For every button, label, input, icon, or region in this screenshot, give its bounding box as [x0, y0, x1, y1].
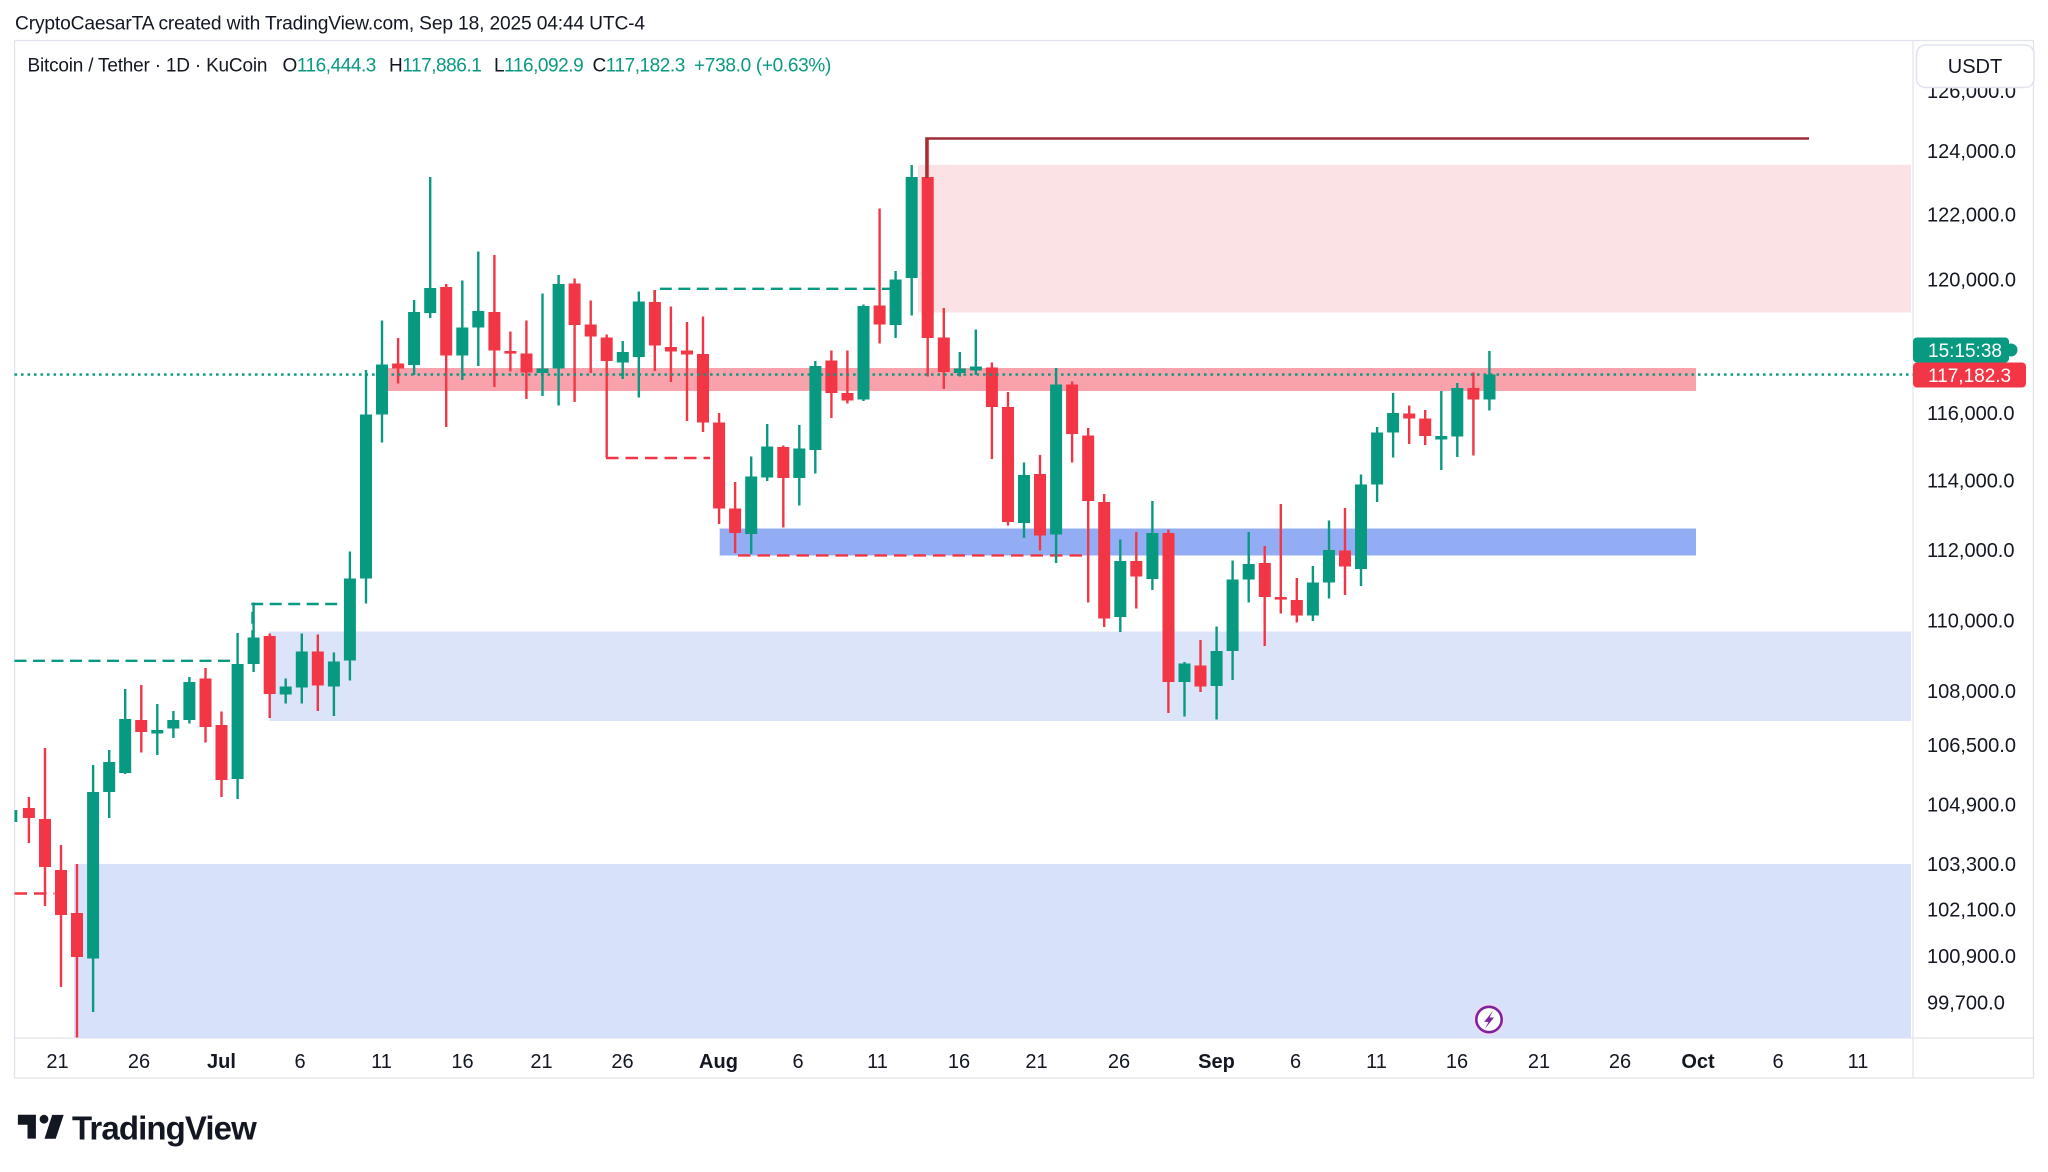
svg-text:102,100.0: 102,100.0: [1927, 900, 2016, 922]
svg-text:122,000.0: 122,000.0: [1927, 205, 2016, 227]
svg-text:L116,092.9: L116,092.9: [494, 56, 583, 77]
svg-text:100,900.0: 100,900.0: [1927, 946, 2016, 968]
svg-text:21: 21: [1528, 1051, 1550, 1073]
svg-text:11: 11: [371, 1051, 392, 1073]
svg-text:16: 16: [948, 1051, 970, 1073]
svg-text:103,300.0: 103,300.0: [1927, 854, 2016, 876]
svg-text:16: 16: [1446, 1051, 1468, 1073]
svg-text:117,182.3: 117,182.3: [1928, 366, 2011, 387]
svg-text:112,000.0: 112,000.0: [1927, 540, 2015, 562]
svg-text:11: 11: [867, 1051, 888, 1073]
svg-text:21: 21: [530, 1051, 552, 1073]
svg-text:Jul: Jul: [207, 1051, 236, 1073]
svg-text:26: 26: [1609, 1051, 1631, 1073]
svg-text:104,900.0: 104,900.0: [1927, 794, 2016, 816]
svg-text:H117,886.1: H117,886.1: [389, 56, 481, 77]
svg-text:114,000.0: 114,000.0: [1927, 471, 2015, 493]
svg-text:6: 6: [294, 1051, 305, 1073]
svg-text:26: 26: [611, 1051, 633, 1073]
svg-text:Oct: Oct: [1681, 1051, 1715, 1073]
svg-text:Bitcoin / Tether · 1D · KuCoin: Bitcoin / Tether · 1D · KuCoin: [28, 56, 268, 77]
svg-text:11: 11: [1366, 1051, 1387, 1073]
svg-text:99,700.0: 99,700.0: [1927, 993, 2005, 1015]
svg-text:+738.0 (+0.63%): +738.0 (+0.63%): [694, 56, 831, 77]
svg-text:116,000.0: 116,000.0: [1927, 403, 2015, 425]
svg-text:USDT: USDT: [1948, 56, 2002, 78]
svg-text:TradingView: TradingView: [72, 1110, 257, 1147]
svg-text:Sep: Sep: [1198, 1051, 1235, 1073]
svg-text:C117,182.3: C117,182.3: [593, 56, 685, 77]
svg-text:26: 26: [1108, 1051, 1130, 1073]
svg-text:21: 21: [1025, 1051, 1047, 1073]
svg-text:6: 6: [1290, 1051, 1301, 1073]
svg-text:110,000.0: 110,000.0: [1927, 611, 2015, 633]
svg-text:6: 6: [792, 1051, 803, 1073]
svg-text:21: 21: [46, 1051, 68, 1073]
svg-text:6: 6: [1772, 1051, 1783, 1073]
svg-text:O116,444.3: O116,444.3: [283, 56, 376, 77]
svg-text:26: 26: [128, 1051, 150, 1073]
svg-text:124,000.0: 124,000.0: [1927, 141, 2016, 163]
svg-text:16: 16: [451, 1051, 473, 1073]
svg-text:15:15:38: 15:15:38: [1928, 341, 2002, 362]
svg-text:108,000.0: 108,000.0: [1927, 681, 2016, 703]
svg-text:11: 11: [1848, 1051, 1869, 1073]
svg-text:120,000.0: 120,000.0: [1927, 269, 2016, 291]
svg-text:Aug: Aug: [699, 1051, 738, 1073]
svg-text:CryptoCaesarTA created with Tr: CryptoCaesarTA created with TradingView.…: [15, 14, 645, 35]
svg-text:106,500.0: 106,500.0: [1927, 735, 2016, 757]
